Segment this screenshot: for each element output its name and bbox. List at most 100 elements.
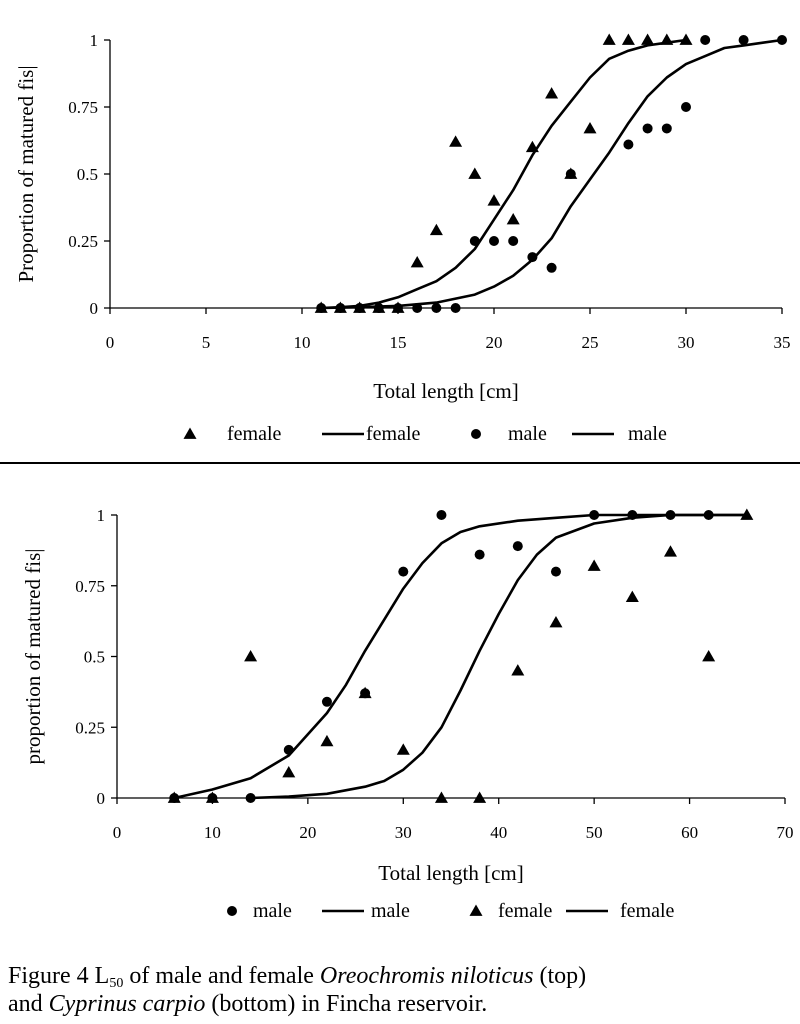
legend-label: female	[227, 423, 282, 445]
data-point-female	[625, 590, 639, 602]
legend-marker-female	[469, 904, 483, 916]
legend-label: male	[628, 423, 667, 445]
data-point-male	[354, 303, 365, 313]
legend-label: female	[620, 900, 675, 922]
x-tick-label: 30	[395, 823, 412, 842]
data-point-male	[431, 303, 442, 313]
data-point-male	[546, 262, 557, 273]
x-tick-label: 10	[204, 823, 221, 842]
data-point-male	[398, 566, 409, 577]
legend-label: female	[498, 900, 553, 922]
caption-subscript: 50	[109, 976, 124, 991]
data-point-female	[205, 791, 219, 803]
data-point-female	[487, 194, 501, 206]
data-point-female	[621, 33, 635, 45]
x-tick-label: 30	[678, 333, 695, 352]
data-point-female	[602, 33, 616, 45]
fitted-curve-male	[174, 513, 747, 800]
x-tick-label: 25	[582, 333, 599, 352]
data-point-male	[508, 236, 519, 246]
data-point-female	[396, 743, 410, 755]
x-tick-label: 0	[106, 333, 115, 352]
data-point-female	[434, 791, 448, 803]
y-axis-title: Proportion of matured fis|	[14, 65, 38, 282]
data-point-female	[660, 33, 674, 45]
data-point-male	[474, 549, 485, 560]
x-tick-label: 50	[586, 823, 603, 842]
x-tick-label: 15	[390, 333, 407, 352]
caption-text-5: (bottom) in Fincha reservoir.	[205, 991, 488, 1017]
data-point-female	[449, 135, 463, 147]
data-point-male	[512, 541, 523, 552]
y-tick-label: 0	[97, 789, 106, 808]
data-point-female	[167, 791, 181, 803]
data-point-male	[283, 744, 294, 755]
data-point-female	[545, 87, 559, 99]
data-point-female	[410, 255, 424, 268]
x-tick-label: 10	[294, 333, 311, 352]
legend-marker-male	[227, 906, 237, 916]
data-point-male	[550, 566, 561, 577]
data-point-male	[527, 252, 538, 263]
data-point-female	[549, 616, 563, 628]
data-point-male	[450, 303, 461, 313]
x-tick-label: 0	[113, 823, 122, 842]
fitted-curve-female	[321, 38, 687, 310]
legend-label: male	[371, 900, 410, 922]
data-point-female	[282, 766, 296, 778]
caption-text-4: and	[8, 991, 49, 1017]
data-point-male	[777, 35, 787, 45]
figure-caption: Figure 4 L50 of male and female Oreochro…	[8, 962, 798, 1018]
data-point-male	[565, 169, 576, 179]
x-axis-title: Total length [cm]	[373, 379, 518, 403]
data-point-male	[700, 35, 711, 45]
data-point-male	[623, 139, 634, 150]
y-axis-title: proportion of matured fis|	[21, 549, 45, 765]
y-tick-label: 0.25	[75, 718, 105, 737]
legend-label: male	[508, 423, 547, 445]
data-point-female	[525, 140, 539, 153]
data-point-female	[473, 791, 487, 803]
data-point-male	[316, 303, 327, 313]
y-tick-label: 1	[97, 506, 106, 525]
data-point-male	[373, 303, 384, 313]
data-point-male	[589, 510, 600, 520]
data-point-female	[702, 650, 716, 662]
data-point-male	[321, 696, 332, 707]
data-point-female	[320, 734, 334, 747]
y-tick-label: 0	[90, 299, 99, 318]
data-point-male	[412, 303, 423, 313]
data-point-female	[511, 664, 525, 676]
y-tick-label: 0.5	[77, 165, 98, 184]
caption-species-2: Cyprinus carpio	[48, 991, 206, 1017]
x-tick-label: 40	[490, 823, 507, 842]
data-point-male	[642, 123, 653, 134]
data-point-male	[436, 510, 447, 520]
data-point-male	[489, 236, 499, 246]
data-point-male	[393, 303, 403, 313]
data-point-male	[665, 510, 676, 520]
x-tick-label: 35	[774, 333, 791, 352]
data-point-female	[244, 650, 258, 662]
data-point-male	[738, 35, 749, 45]
legend-marker-male	[471, 429, 481, 439]
x-tick-label: 70	[777, 823, 794, 842]
data-point-male	[661, 123, 672, 134]
y-tick-label: 0.25	[68, 232, 98, 251]
x-tick-label: 60	[681, 823, 698, 842]
caption-text-2: of male and female	[123, 963, 320, 989]
data-point-male	[681, 102, 691, 112]
data-point-male	[703, 510, 714, 520]
data-point-female	[358, 686, 372, 699]
data-point-female	[641, 33, 655, 45]
x-tick-label: 20	[299, 823, 316, 842]
legend-label: female	[366, 423, 421, 445]
y-tick-label: 0.75	[75, 577, 105, 596]
data-point-male	[469, 236, 480, 246]
caption-species-1: Oreochromis niloticus	[319, 963, 534, 989]
legend-marker-female	[183, 427, 197, 439]
data-point-female	[679, 33, 693, 45]
